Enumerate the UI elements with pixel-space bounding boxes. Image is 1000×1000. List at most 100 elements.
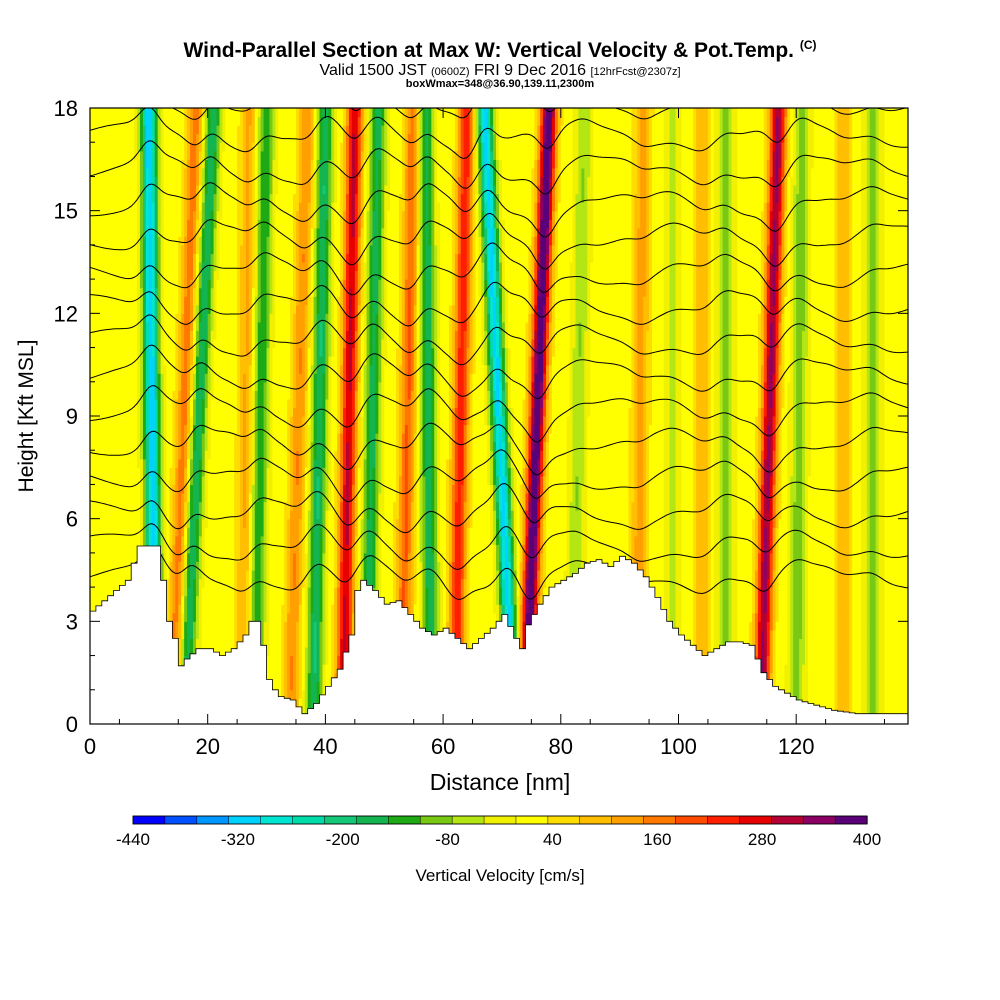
velocity-cell	[145, 321, 150, 332]
velocity-cell	[184, 219, 188, 229]
velocity-cell	[142, 167, 147, 178]
velocity-cell	[131, 467, 135, 477]
velocity-cell	[107, 467, 112, 477]
velocity-cell	[90, 313, 94, 323]
velocity-cell	[184, 595, 188, 605]
velocity-cell	[175, 561, 179, 571]
velocity-cell	[90, 279, 94, 289]
velocity-cell	[101, 570, 106, 580]
velocity-cell	[181, 279, 185, 289]
velocity-cell	[128, 176, 132, 186]
velocity-cell	[187, 296, 191, 306]
velocity-cell	[148, 501, 153, 511]
velocity-cell	[95, 253, 100, 263]
velocity-cell	[128, 219, 132, 229]
velocity-cell	[101, 150, 106, 160]
velocity-cell	[119, 116, 123, 126]
velocity-cell	[125, 390, 129, 400]
velocity-cell	[134, 390, 138, 400]
velocity-cell	[92, 279, 97, 289]
velocity-cell	[169, 356, 173, 366]
velocity-cell	[116, 493, 121, 503]
velocity-cell	[140, 381, 144, 391]
velocity-cell	[92, 398, 97, 409]
velocity-cell	[125, 108, 129, 118]
velocity-cell	[175, 629, 179, 640]
velocity-cell	[90, 287, 94, 297]
velocity-cell	[125, 125, 129, 135]
velocity-cell	[190, 262, 194, 272]
velocity-cell	[175, 150, 179, 160]
velocity-cell	[178, 347, 182, 357]
velocity-cell	[134, 185, 138, 195]
velocity-cell	[163, 244, 168, 255]
velocity-cell	[166, 296, 171, 306]
velocity-cell	[181, 527, 185, 537]
velocity-cell	[166, 270, 171, 280]
velocity-cell	[154, 287, 159, 297]
velocity-cell	[140, 364, 144, 374]
velocity-cell	[92, 467, 97, 477]
velocity-cell	[192, 570, 197, 580]
velocity-cell	[181, 347, 185, 357]
velocity-cell	[107, 287, 112, 297]
velocity-cell	[172, 493, 176, 503]
velocity-cell	[166, 398, 171, 409]
velocity-cell	[110, 287, 115, 297]
velocity-cell	[157, 304, 162, 314]
velocity-cell	[187, 167, 191, 178]
velocity-cell	[116, 116, 121, 126]
velocity-cell	[131, 493, 135, 503]
plot-area	[90, 108, 908, 724]
velocity-cell	[160, 544, 165, 554]
velocity-cell	[116, 321, 121, 332]
velocity-cell	[98, 287, 103, 297]
velocity-cell	[104, 159, 109, 169]
velocity-cell	[131, 125, 135, 135]
velocity-cell	[104, 441, 109, 451]
velocity-cell	[125, 167, 129, 178]
velocity-cell	[181, 116, 185, 126]
velocity-cell	[95, 150, 100, 160]
velocity-cell	[175, 159, 179, 169]
velocity-cell	[160, 167, 165, 178]
velocity-cell	[145, 527, 150, 537]
velocity-cell	[131, 219, 135, 229]
velocity-cell	[190, 313, 194, 323]
velocity-cell	[90, 578, 94, 588]
velocity-cell	[113, 364, 118, 374]
velocity-cell	[190, 176, 194, 186]
velocity-cell	[119, 150, 123, 160]
velocity-cell	[119, 262, 123, 272]
velocity-cell	[187, 270, 191, 280]
velocity-cell	[95, 398, 100, 409]
velocity-cell	[119, 125, 123, 135]
velocity-cell	[181, 552, 185, 563]
velocity-cell	[175, 339, 179, 349]
velocity-cell	[137, 398, 141, 409]
velocity-cell	[172, 621, 176, 631]
velocity-cell	[122, 159, 126, 169]
velocity-cell	[187, 313, 191, 323]
velocity-cell	[154, 262, 159, 272]
velocity-cell	[140, 441, 144, 451]
velocity-cell	[110, 142, 115, 152]
velocity-cell	[134, 270, 138, 280]
velocity-cell	[128, 364, 132, 374]
velocity-cell	[92, 501, 97, 511]
velocity-cell	[92, 330, 97, 340]
velocity-cell	[125, 296, 129, 306]
velocity-cell	[184, 330, 188, 340]
velocity-cell	[178, 253, 182, 263]
velocity-cell	[137, 364, 141, 374]
velocity-cell	[90, 210, 94, 220]
velocity-cell	[90, 108, 94, 118]
velocity-cell	[128, 193, 132, 203]
velocity-cell	[190, 621, 194, 631]
velocity-cell	[190, 647, 194, 657]
velocity-cell	[178, 236, 182, 246]
velocity-cell	[98, 176, 103, 186]
velocity-cell	[128, 142, 132, 152]
velocity-cell	[131, 185, 135, 195]
velocity-cell	[190, 552, 194, 563]
